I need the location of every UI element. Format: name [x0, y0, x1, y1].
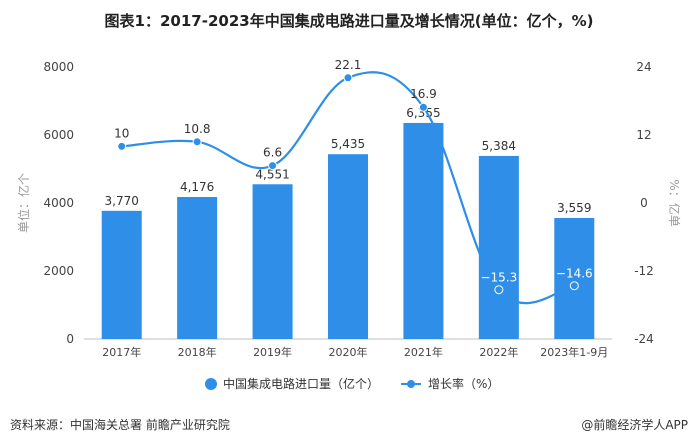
y2-axis-title: %：亿单	[667, 179, 682, 226]
y2-tick-label: 0	[640, 196, 648, 210]
rate-series: 10 10.8 6.6 22.1 16.9 −15.3 −14.6	[114, 58, 593, 305]
credit-note: @前瞻经济学人APP	[581, 418, 688, 432]
y-tick-label: 2000	[43, 264, 74, 278]
right-axis-ticks: -24 -12 0 12 24	[634, 60, 654, 346]
y-tick-label: 8000	[43, 60, 74, 74]
x-tick-label: 2019年	[253, 345, 292, 359]
legend-bar-label: 中国集成电路进口量（亿个）	[223, 376, 379, 391]
bar	[328, 154, 368, 339]
x-tick-label: 2017年	[102, 345, 141, 359]
bar-value-label: 4,551	[255, 167, 289, 181]
rate-value-label: 10.8	[184, 122, 211, 136]
bar-value-label: 6,355	[406, 106, 440, 120]
bar	[177, 197, 218, 339]
bar	[554, 217, 595, 339]
legend-line-label: 增长率（%）	[428, 376, 499, 391]
legend-line-dot	[407, 380, 415, 388]
rate-point	[343, 73, 353, 83]
rate-point	[117, 141, 127, 151]
rate-value-label: −14.6	[556, 267, 593, 281]
y-tick-label: 6000	[43, 128, 74, 142]
rate-value-label: 22.1	[335, 58, 362, 72]
left-axis-ticks: 0 2000 4000 6000 8000	[43, 60, 74, 346]
y2-tick-label: -12	[634, 264, 654, 278]
y2-tick-label: 24	[636, 60, 651, 74]
bar-value-label: 5,435	[331, 137, 365, 151]
x-axis-ticks: 2017年 2018年 2019年 2020年 2021年 2022年 2023年1-9月	[102, 345, 608, 359]
y2-tick-label: -24	[634, 332, 654, 346]
rate-point	[192, 137, 202, 147]
legend: 中国集成电路进口量（亿个） 增长率（%）	[205, 376, 499, 391]
x-tick-label: 2021年	[404, 345, 443, 359]
bar-series: 3,770 4,176 4,551 5,435 6,355 5,384 3,559	[101, 106, 595, 340]
legend-bar-swatch	[205, 378, 217, 390]
rate-point	[418, 102, 428, 112]
y-tick-label: 0	[66, 332, 74, 346]
rate-point	[268, 161, 278, 171]
x-tick-label: 2023年1-9月	[540, 345, 608, 359]
y2-tick-label: 12	[636, 128, 651, 142]
rate-value-label: −15.3	[480, 271, 517, 285]
source-note: 资料来源：中国海关总署 前瞻产业研究院	[10, 418, 230, 432]
x-tick-label: 2018年	[178, 345, 217, 359]
bar	[403, 122, 444, 340]
bar-value-label: 5,384	[482, 139, 516, 153]
x-tick-label: 2022年	[479, 345, 518, 359]
chart-title: 图表1：2017-2023年中国集成电路进口量及增长情况(单位：亿个，%)	[104, 12, 594, 30]
y-tick-label: 4000	[43, 196, 74, 210]
rate-value-label: 10	[114, 126, 129, 140]
rate-point	[569, 281, 579, 291]
bar	[478, 155, 519, 339]
bar	[101, 210, 142, 339]
rate-value-label: 16.9	[410, 87, 437, 101]
bar	[252, 184, 293, 339]
rate-point	[494, 285, 504, 295]
y-axis-title: 单位：亿个	[16, 173, 31, 233]
bar-value-label: 4,176	[180, 180, 214, 194]
rate-value-label: 6.6	[263, 146, 282, 160]
x-tick-label: 2020年	[329, 345, 368, 359]
bar-value-label: 3,559	[557, 201, 591, 215]
bar-value-label: 3,770	[105, 194, 139, 208]
